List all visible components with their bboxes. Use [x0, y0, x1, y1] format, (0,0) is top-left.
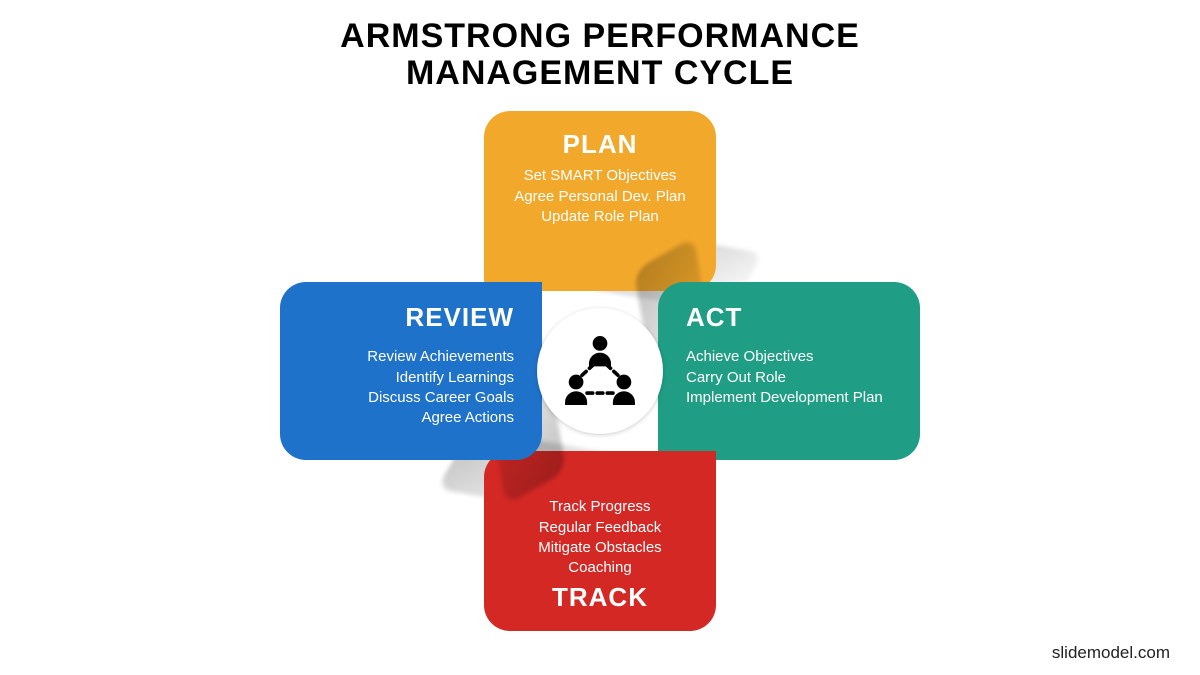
- petal-item: Mitigate Obstacles: [504, 538, 696, 558]
- petal-item: Carry Out Role: [686, 368, 900, 388]
- petal-heading: PLAN: [504, 129, 696, 160]
- center-circle: [537, 308, 663, 434]
- petal-act: ACT Achieve ObjectivesCarry Out RoleImpl…: [658, 282, 920, 460]
- title-line-1: ARMSTRONG PERFORMANCE: [340, 17, 860, 55]
- petal-review: REVIEW Review AchievementsIdentify Learn…: [280, 282, 542, 460]
- petal-item: Implement Development Plan: [686, 388, 900, 408]
- petal-item: Review Achievements: [300, 347, 514, 367]
- petal-item: Set SMART Objectives: [504, 166, 696, 186]
- petal-item: Achieve Objectives: [686, 347, 900, 367]
- petal-content: ACT Achieve ObjectivesCarry Out RoleImpl…: [658, 282, 920, 460]
- petal-heading: REVIEW: [300, 302, 514, 333]
- petal-items: Set SMART ObjectivesAgree Personal Dev. …: [504, 166, 696, 227]
- petal-item: Regular Feedback: [504, 518, 696, 538]
- credit-text: slidemodel.com: [1052, 643, 1170, 663]
- title-line-2: MANAGEMENT CYCLE: [406, 54, 794, 92]
- petal-item: Discuss Career Goals: [300, 388, 514, 408]
- petal-item: Update Role Plan: [504, 207, 696, 227]
- petal-items: Achieve ObjectivesCarry Out RoleImplemen…: [686, 347, 900, 408]
- petal-heading: TRACK: [504, 582, 696, 613]
- petal-items: Track ProgressRegular FeedbackMitigate O…: [504, 497, 696, 578]
- petal-item: Agree Personal Dev. Plan: [504, 187, 696, 207]
- page-title: ARMSTRONG PERFORMANCE MANAGEMENT CYCLE: [0, 0, 1200, 93]
- petal-items: Review AchievementsIdentify LearningsDis…: [300, 347, 514, 428]
- cycle-diagram: PLAN Set SMART ObjectivesAgree Personal …: [280, 111, 920, 631]
- petal-item: Agree Actions: [300, 408, 514, 428]
- petal-item: Track Progress: [504, 497, 696, 517]
- people-network-icon: [554, 325, 646, 417]
- petal-item: Coaching: [504, 558, 696, 578]
- petal-item: Identify Learnings: [300, 368, 514, 388]
- petal-content: REVIEW Review AchievementsIdentify Learn…: [280, 282, 542, 460]
- petal-heading: ACT: [686, 302, 900, 333]
